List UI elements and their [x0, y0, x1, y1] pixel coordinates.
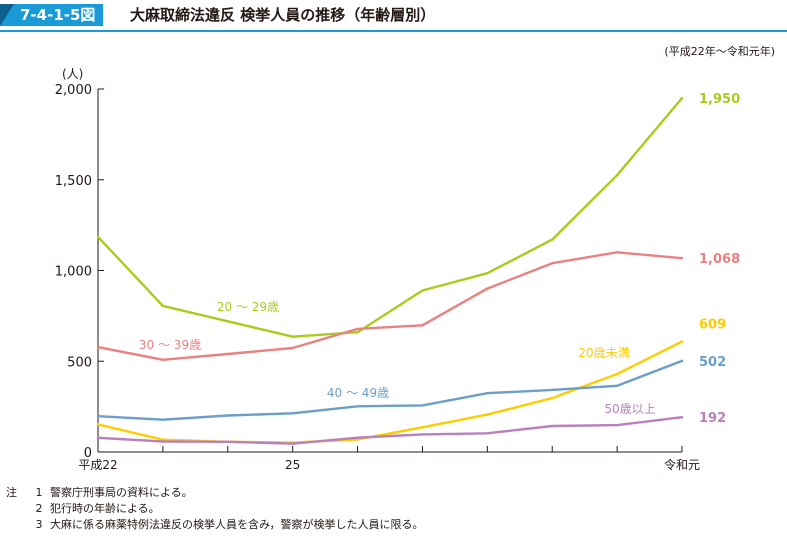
line-chart: 0 500 1,000 1,500 2,000 (人) 平成22 25 令和元 20 ～ 29歳 1…	[55, 67, 740, 472]
data-point	[356, 436, 359, 439]
data-point	[96, 415, 100, 418]
data-point	[161, 358, 165, 361]
note-text: 警察庁刑事局の資料による。	[50, 486, 193, 499]
note-text: 大麻に係る麻薬特例法違反の検挙人員を含み，警察が検挙した人員に限る。	[50, 518, 424, 531]
data-point	[291, 442, 294, 445]
end-value-label: 1,068	[699, 252, 740, 267]
data-point	[96, 436, 100, 440]
y-axis-label: (人)	[62, 67, 83, 81]
data-point	[680, 415, 684, 419]
y-tick-label: 0	[84, 446, 92, 461]
end-value-label: 502	[699, 355, 726, 370]
data-point	[421, 289, 424, 292]
end-value-label: 192	[699, 411, 726, 426]
data-point	[226, 440, 229, 444]
data-point	[615, 384, 619, 387]
notes: 注 1 警察庁刑事局の資料による。 2 犯行時の年齢による。 3 大麻に係る麻薬…	[6, 485, 424, 533]
data-point	[486, 432, 489, 435]
x-tick-label: 令和元	[664, 457, 700, 472]
note-mark: 注	[6, 486, 17, 499]
series-name-label: 40 ～ 49歳	[327, 386, 389, 400]
end-value-label: 609	[699, 317, 726, 332]
data-point	[551, 262, 554, 265]
data-point	[551, 238, 554, 241]
data-point	[161, 440, 165, 443]
y-tick-label: 500	[67, 355, 92, 370]
data-point	[356, 405, 359, 408]
data-point	[551, 424, 554, 428]
data-point	[615, 423, 619, 427]
series-line	[96, 96, 684, 338]
data-point	[161, 418, 165, 421]
y-tick-label: 1,000	[55, 265, 92, 280]
data-point	[291, 335, 294, 338]
data-point	[615, 174, 619, 177]
note-number: 1	[35, 486, 43, 499]
data-point	[96, 423, 100, 426]
data-point	[680, 96, 684, 100]
data-point	[680, 256, 684, 260]
data-point	[486, 391, 489, 395]
data-point	[551, 388, 554, 392]
y-tick-label: 2,000	[55, 83, 92, 98]
data-point	[291, 412, 294, 415]
data-point	[226, 414, 229, 417]
data-point	[161, 304, 165, 308]
y-tick-label: 1,500	[55, 174, 92, 189]
note-number: 3	[35, 518, 43, 531]
note-number: 2	[35, 502, 43, 515]
figure-title: 大麻取締法違反 検挙人員の推移（年齢層別）	[130, 6, 436, 24]
data-point	[615, 251, 619, 254]
end-value-label: 1,950	[699, 92, 740, 107]
data-point	[226, 320, 229, 323]
data-point	[356, 331, 359, 334]
note-text: 犯行時の年齢による。	[50, 502, 160, 515]
series-line	[96, 416, 684, 445]
header-rule	[0, 30, 787, 32]
series-line	[96, 251, 684, 361]
series-name-label: 20歳未満	[578, 346, 629, 360]
series-name-label: 20 ～ 29歳	[217, 300, 279, 314]
note-mark	[6, 501, 28, 517]
data-point	[615, 372, 619, 376]
series-name-label: 30 ～ 39歳	[139, 338, 201, 352]
data-point	[96, 235, 100, 239]
data-point	[486, 272, 489, 275]
data-point	[161, 438, 165, 441]
data-point	[226, 352, 229, 356]
note-row: 2 犯行時の年齢による。	[6, 501, 424, 517]
data-point	[680, 340, 684, 343]
data-point	[421, 324, 424, 327]
data-point	[486, 287, 489, 290]
x-tick-label: 25	[285, 458, 300, 472]
data-point	[96, 345, 100, 349]
series-line	[96, 359, 684, 421]
data-point	[421, 426, 424, 429]
x-tick-label: 平成22	[78, 458, 117, 472]
data-point	[680, 359, 684, 363]
period-label: (平成22年～令和元年)	[664, 45, 775, 58]
data-point	[421, 404, 424, 407]
figure-number: 7-4-1-5図	[0, 4, 104, 26]
data-point	[551, 396, 554, 400]
figure-header: 7-4-1-5図 大麻取締法違反 検挙人員の推移（年齢層別）	[0, 0, 787, 36]
series-name-label: 50歳以上	[604, 402, 655, 416]
note-mark	[6, 517, 28, 533]
note-row: 3 大麻に係る麻薬特例法違反の検挙人員を含み，警察が検挙した人員に限る。	[6, 517, 424, 533]
data-point	[291, 346, 294, 350]
note-row: 注 1 警察庁刑事局の資料による。	[6, 485, 424, 501]
data-point	[356, 327, 359, 331]
data-point	[421, 433, 424, 436]
data-point	[486, 413, 489, 416]
